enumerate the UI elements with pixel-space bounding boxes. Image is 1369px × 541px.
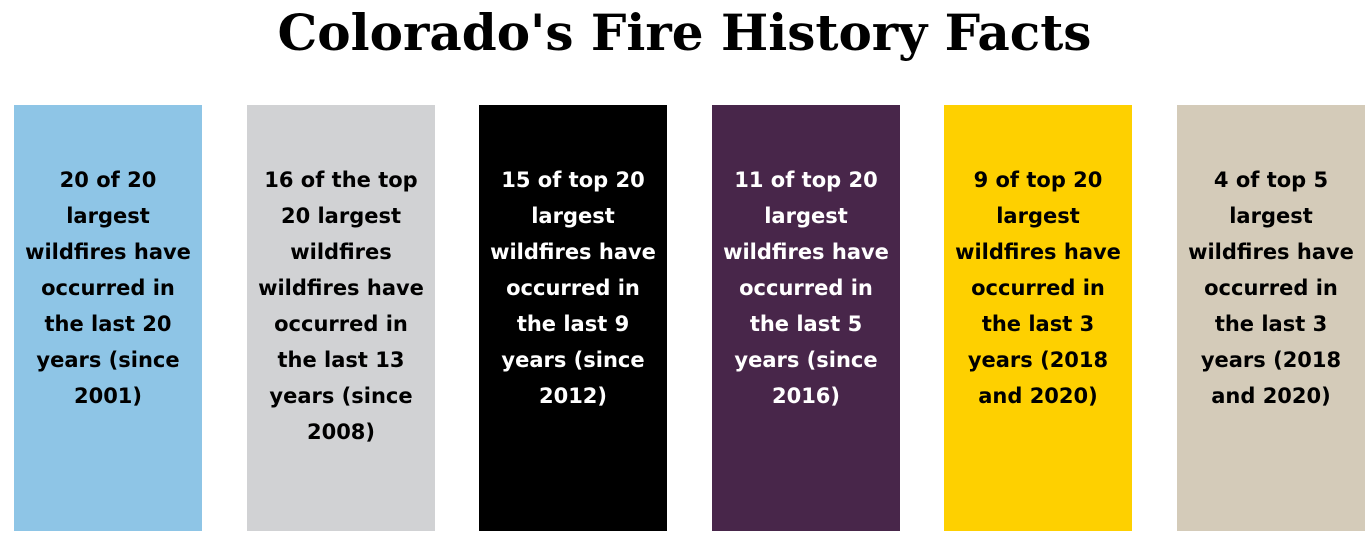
- fact-card-text: 4 of top 5 largest wildfires have occurr…: [1188, 168, 1354, 408]
- fact-card-2016: 11 of top 20 largest wildfires have occu…: [712, 105, 900, 531]
- fact-card-text: 11 of top 20 largest wildfires have occu…: [723, 168, 889, 408]
- fact-cards: 20 of 20 largest wildfires have occurred…: [0, 105, 1369, 531]
- fact-card-text: 16 of the top 20 largest wildfires wildf…: [258, 168, 424, 444]
- fact-card-2018-2020-top20: 9 of top 20 largest wildfires have occur…: [944, 105, 1132, 531]
- fact-card-2001: 20 of 20 largest wildfires have occurred…: [14, 105, 202, 531]
- fact-card-text: 15 of top 20 largest wildfires have occu…: [490, 168, 656, 408]
- fact-card-2018-2020-top5: 4 of top 5 largest wildfires have occurr…: [1177, 105, 1365, 531]
- fact-card-text: 20 of 20 largest wildfires have occurred…: [25, 168, 191, 408]
- fact-card-2008: 16 of the top 20 largest wildfires wildf…: [247, 105, 435, 531]
- fact-card-text: 9 of top 20 largest wildfires have occur…: [955, 168, 1121, 408]
- page-title: Colorado's Fire History Facts: [277, 3, 1092, 62]
- fact-card-2012: 15 of top 20 largest wildfires have occu…: [479, 105, 667, 531]
